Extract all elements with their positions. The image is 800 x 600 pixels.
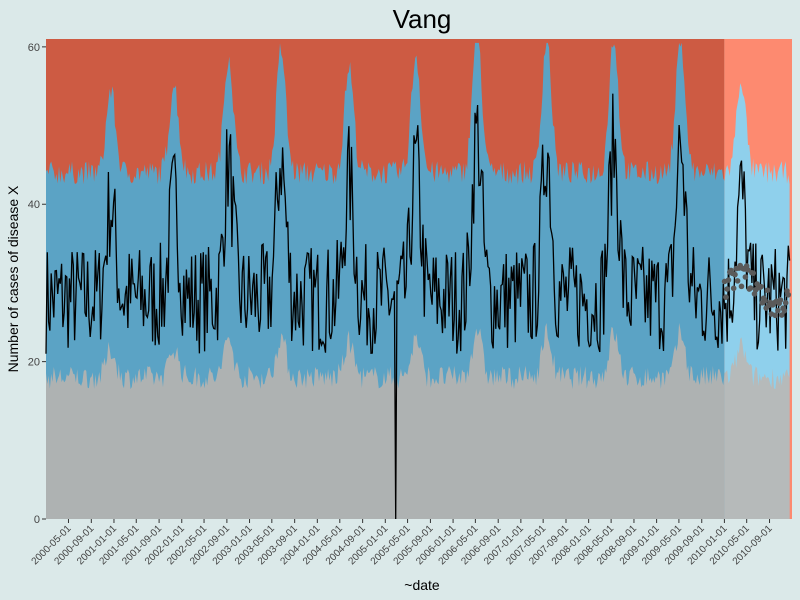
forecast-point [745,267,751,273]
forecast-point [781,307,788,314]
forecast-point [772,312,779,319]
forecast-point [782,300,789,306]
forecast-point [777,297,784,303]
forecast-point [734,278,741,284]
y-tick-label: 60 [28,42,40,54]
forecast-point [762,297,768,304]
chart-title: Vang [393,4,452,34]
forecast-point [747,285,754,291]
forecast-point [758,283,764,290]
band-low [46,322,725,519]
forecast-point [725,277,732,283]
forecast-point [764,287,771,294]
forecast-point [730,285,737,292]
forecast-point [724,286,730,292]
y-axis: 0 20 40 60 [28,42,46,526]
x-axis: 2000-05-012000-09-012001-01-012001-05-01… [30,519,775,567]
forecast-point [723,294,729,300]
observed-line [45,93,791,520]
y-tick-label: 40 [28,199,40,211]
x-axis-label: ~date [404,577,440,593]
bands-group [46,39,792,519]
series-group [45,93,792,520]
forecast-point [750,270,756,276]
forecast-point [732,271,738,278]
y-axis-label: Number of cases of disease X [5,185,21,372]
forecast-point [778,312,785,318]
forecast-point [785,291,792,298]
y-tick-label: 0 [34,514,40,526]
forecast-point [775,307,781,314]
y-tick-label: 20 [28,357,40,369]
band-low-forecast [724,337,790,519]
forecast-point [738,283,745,290]
forecast-point [742,274,749,280]
